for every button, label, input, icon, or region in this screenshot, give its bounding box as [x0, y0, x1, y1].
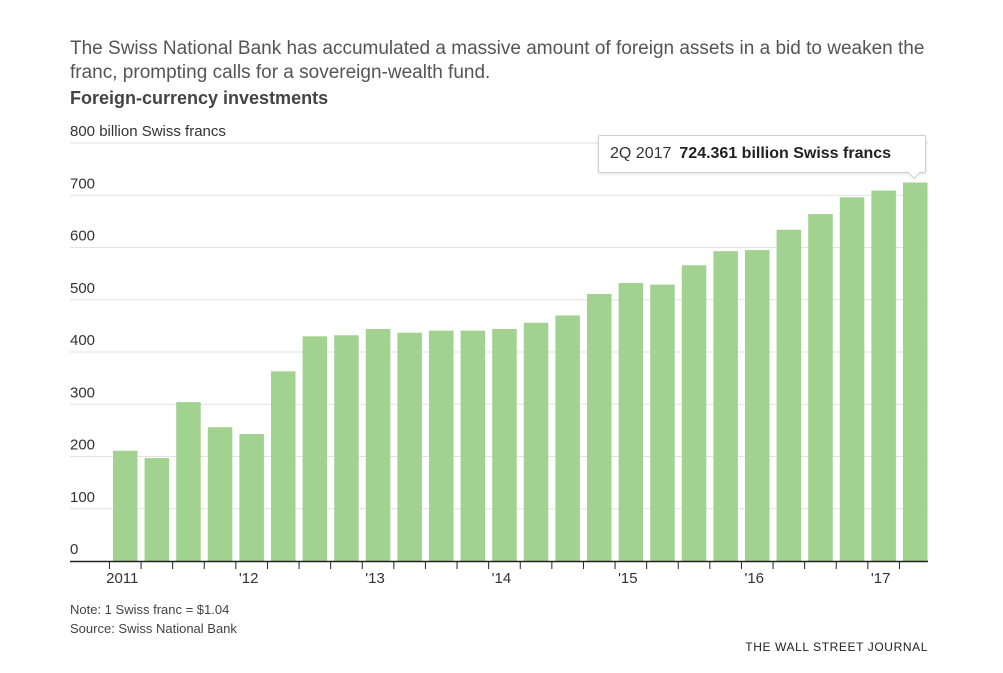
bar — [618, 283, 644, 561]
chart-subtitle: The Swiss National Bank has accumulated … — [70, 38, 925, 83]
y-tick-label: 200 — [70, 437, 95, 454]
y-tick-label: 400 — [70, 332, 95, 349]
x-tick-label: '13 — [365, 570, 385, 587]
bar — [808, 214, 833, 561]
y-tick-label: 700 — [70, 175, 95, 192]
tooltip-period: 2Q 2017 — [610, 145, 672, 162]
x-tick-label: '15 — [618, 570, 638, 587]
publisher-logo-text: THE WALL STREET JOURNAL — [745, 640, 928, 654]
y-tick-label: 300 — [70, 384, 95, 401]
x-tick-label: '12 — [239, 570, 259, 587]
bar — [681, 265, 707, 561]
bar — [839, 197, 865, 561]
bar — [713, 251, 738, 561]
y-tick-label: 800 billion Swiss francs — [70, 123, 226, 140]
bar — [302, 336, 328, 561]
bar — [176, 402, 201, 561]
x-tick-label: 2011 — [106, 570, 138, 587]
y-tick-label: 100 — [70, 489, 95, 506]
y-tick-label: 0 — [70, 541, 78, 558]
bar — [271, 371, 296, 561]
bar — [365, 329, 391, 561]
bar — [903, 182, 928, 562]
bar — [745, 250, 770, 562]
x-tick-label: '14 — [492, 570, 512, 587]
bar — [334, 335, 359, 561]
bar — [239, 434, 264, 561]
y-tick-label: 500 — [70, 280, 95, 297]
bar — [144, 458, 170, 561]
bar — [871, 190, 896, 562]
bar — [460, 330, 486, 561]
chart-source: Source: Swiss National Bank — [70, 621, 237, 636]
bar — [555, 315, 580, 561]
x-tick-label: '16 — [744, 570, 764, 587]
value-tooltip: 2Q 2017 724.361 billion Swiss francs — [598, 135, 926, 173]
bar — [397, 332, 422, 561]
chart-title: Foreign-currency investments — [70, 88, 329, 108]
chart-note: Note: 1 Swiss franc = $1.04 — [70, 602, 230, 617]
bar — [113, 450, 138, 561]
bar — [492, 329, 517, 561]
bar — [587, 294, 612, 561]
y-tick-label: 600 — [70, 228, 95, 245]
bar — [523, 322, 549, 561]
x-tick-label: '17 — [871, 570, 891, 587]
tooltip-value: 724.361 billion Swiss francs — [679, 145, 892, 162]
chart-footnotes: Note: 1 Swiss franc = $1.04 Source: Swis… — [70, 600, 237, 638]
bar — [776, 229, 802, 562]
bar — [650, 284, 675, 561]
bar — [207, 427, 233, 561]
bar-chart: 0 100 200 300 400 500 600 700 800 billion Swiss … — [70, 123, 928, 587]
bar — [429, 330, 454, 561]
